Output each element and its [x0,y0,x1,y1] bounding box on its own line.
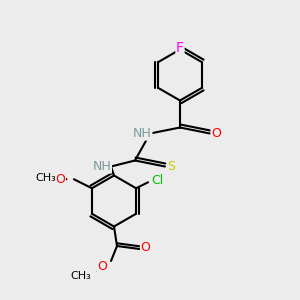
Text: O: O [97,260,107,274]
Text: NH: NH [93,160,111,173]
Text: Cl: Cl [151,174,163,187]
Text: O: O [141,241,150,254]
Text: CH₃: CH₃ [70,271,92,281]
Text: NH: NH [133,127,152,140]
Text: O: O [56,173,65,186]
Text: O: O [211,127,221,140]
Text: S: S [167,160,175,173]
Text: CH₃: CH₃ [35,173,56,183]
Text: F: F [176,41,184,55]
